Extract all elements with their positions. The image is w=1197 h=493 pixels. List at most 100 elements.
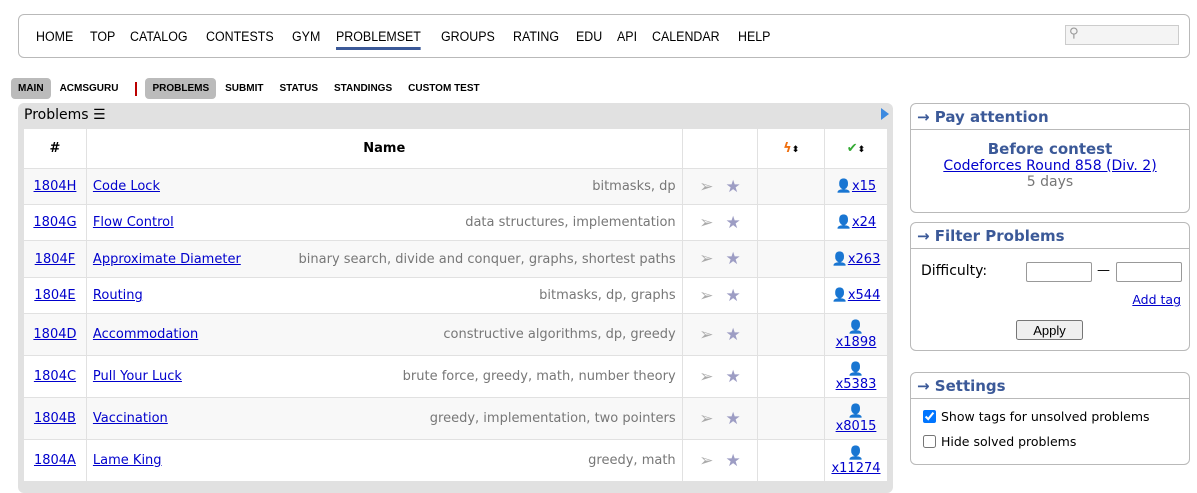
- solved-count-link[interactable]: x15: [851, 179, 877, 194]
- subnav-problems[interactable]: PROBLEMS: [145, 78, 217, 99]
- nav-api[interactable]: API: [617, 29, 638, 44]
- problem-name-link[interactable]: Routing: [92, 288, 143, 303]
- nav-problemset[interactable]: PROBLEMSET: [335, 29, 421, 50]
- box-title: → Filter Problems: [911, 223, 1189, 249]
- nav-help[interactable]: HELP: [738, 29, 771, 44]
- col-difficulty[interactable]: ϟ⬍: [757, 128, 825, 169]
- solved-count-link[interactable]: x8015: [835, 418, 877, 434]
- problem-name-link[interactable]: Pull Your Luck: [92, 369, 182, 384]
- difficulty-cell: [757, 204, 825, 241]
- nav-contests[interactable]: CONTESTS: [205, 29, 274, 44]
- problems-table: # Name ϟ⬍ ✔⬍ 1804H Code Lock bitmasks, dp…: [23, 128, 889, 482]
- problem-name-link[interactable]: Flow Control: [92, 215, 174, 230]
- nav-groups[interactable]: GROUPS: [441, 29, 495, 44]
- nav-edu[interactable]: EDU: [575, 29, 602, 44]
- problem-name-link[interactable]: Approximate Diameter: [92, 251, 241, 267]
- difficulty-max[interactable]: [1116, 262, 1182, 282]
- contest-link[interactable]: Codeforces Round 858 (Div. 2): [943, 158, 1157, 174]
- settings-box: → Settings Show tags for unsolved proble…: [910, 372, 1190, 465]
- difficulty-min[interactable]: [1026, 262, 1092, 282]
- favorite-star-icon[interactable]: ★: [725, 324, 741, 345]
- nav-rating[interactable]: RATING: [512, 29, 559, 44]
- lightning-icon: ϟ: [783, 141, 792, 156]
- subnav-acmsguru[interactable]: ACMSGURU: [59, 83, 119, 94]
- favorite-star-icon[interactable]: ★: [725, 366, 741, 387]
- nav-calendar[interactable]: CALENDAR: [651, 29, 720, 44]
- favorite-star-icon[interactable]: ★: [725, 408, 741, 429]
- nav-top[interactable]: TOP: [89, 29, 115, 44]
- submit-icon[interactable]: ➢: [699, 366, 714, 387]
- subnav-main[interactable]: MAIN: [11, 78, 51, 99]
- solved-count-link[interactable]: x11274: [831, 460, 881, 476]
- subnav-submit[interactable]: SUBMIT: [225, 83, 264, 94]
- submit-icon[interactable]: ➢: [699, 285, 714, 306]
- col-solved[interactable]: ✔⬍: [823, 128, 889, 169]
- solved-count-link[interactable]: x1898: [835, 334, 877, 350]
- problem-id-link[interactable]: 1804C: [33, 369, 77, 384]
- nav-catalog[interactable]: CATALOG: [130, 29, 188, 44]
- table-row: 1804H Code Lock bitmasks, dp ➢ ★ 👤x15: [23, 168, 889, 205]
- search-input[interactable]: ⚲: [1065, 25, 1179, 45]
- subnav-standings[interactable]: STANDINGS: [333, 83, 393, 94]
- submit-icon[interactable]: ➢: [699, 450, 714, 471]
- apply-button[interactable]: Apply: [1016, 320, 1083, 340]
- difficulty-cell: [757, 439, 825, 482]
- submit-icon[interactable]: ➢: [699, 249, 714, 269]
- solved-count-link[interactable]: x263: [847, 251, 881, 267]
- problem-id-link[interactable]: 1804A: [33, 453, 76, 468]
- difficulty-cell: [757, 313, 825, 356]
- user-icon: 👤: [835, 215, 852, 230]
- user-icon: 👤: [831, 288, 848, 303]
- problem-id-link[interactable]: 1804F: [34, 251, 76, 267]
- problem-id-link[interactable]: 1804D: [33, 327, 77, 342]
- solved-count-link[interactable]: x24: [851, 215, 877, 230]
- solved-count-link[interactable]: x5383: [835, 376, 877, 392]
- problem-id-link[interactable]: 1804G: [33, 215, 77, 230]
- problem-name-link[interactable]: Accommodation: [92, 327, 199, 342]
- problem-name-link[interactable]: Code Lock: [92, 179, 160, 194]
- countdown: 5 days: [1026, 174, 1074, 190]
- table-row: 1804A Lame King greedy, math ➢ ★ 👤 x11274: [23, 439, 889, 482]
- problem-name-link[interactable]: Vaccination: [92, 411, 168, 426]
- user-icon: 👤: [831, 251, 848, 267]
- favorite-star-icon[interactable]: ★: [725, 249, 741, 269]
- subnav-status[interactable]: STATUS: [279, 83, 318, 94]
- solved-count-link[interactable]: x544: [847, 288, 881, 303]
- expand-arrow-icon[interactable]: [881, 108, 889, 120]
- submit-icon[interactable]: ➢: [699, 324, 714, 345]
- user-icon: 👤: [847, 319, 865, 335]
- nav-gym[interactable]: GYM: [292, 29, 321, 44]
- subnav-custom-test[interactable]: CUSTOM TEST: [408, 83, 480, 94]
- add-tag-link[interactable]: Add tag: [1132, 292, 1181, 307]
- submit-icon[interactable]: ➢: [699, 408, 714, 429]
- user-icon: 👤: [847, 445, 865, 461]
- check-icon: ✔: [846, 141, 858, 156]
- favorite-star-icon[interactable]: ★: [725, 212, 741, 233]
- problems-panel: Problems ☰ # Name ϟ⬍ ✔⬍ 1804H Code Lock b…: [18, 103, 893, 493]
- divider: [135, 81, 138, 96]
- problem-tags: greedy, implementation, two pointers: [429, 411, 676, 426]
- favorite-star-icon[interactable]: ★: [725, 285, 741, 306]
- col-id[interactable]: #: [23, 128, 87, 169]
- problem-tags: constructive algorithms, dp, greedy: [443, 327, 676, 342]
- panel-title: Problems: [24, 107, 89, 123]
- col-name[interactable]: Name: [85, 128, 683, 169]
- problem-tags: bitmasks, dp: [592, 179, 676, 194]
- problem-name-link[interactable]: Lame King: [92, 453, 162, 468]
- problem-tags: greedy, math: [588, 453, 676, 468]
- submit-icon[interactable]: ➢: [699, 212, 714, 233]
- favorite-star-icon[interactable]: ★: [725, 176, 741, 197]
- nav-home[interactable]: HOME: [36, 29, 74, 44]
- submit-icon[interactable]: ➢: [699, 176, 714, 197]
- main-nav: HOME TOP CATALOG CONTESTS GYM PROBLEMSET GROUP…: [18, 14, 1190, 58]
- problem-tags: binary search, divide and conquer, graph…: [298, 251, 676, 267]
- hide-solved-checkbox[interactable]: [923, 435, 936, 448]
- table-row: 1804D Accommodation constructive algorith…: [23, 313, 889, 356]
- problem-id-link[interactable]: 1804B: [33, 411, 76, 426]
- problem-id-link[interactable]: 1804E: [34, 288, 76, 303]
- show-tags-checkbox[interactable]: [923, 410, 936, 423]
- col-actions: [681, 128, 759, 169]
- favorite-star-icon[interactable]: ★: [725, 450, 741, 471]
- problem-id-link[interactable]: 1804H: [33, 179, 77, 194]
- list-icon[interactable]: ☰: [92, 107, 106, 123]
